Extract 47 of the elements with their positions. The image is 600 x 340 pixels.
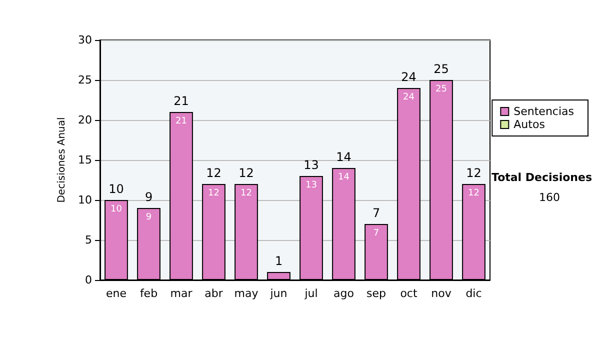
y-tick-label: 30 [78,34,92,46]
total-label: 12 [466,166,482,180]
total-label: 14 [336,150,352,164]
data-label: 25 [436,84,447,94]
x-tick-label: abr [204,287,224,300]
total-label: 1 [274,254,283,268]
data-label: 14 [338,172,350,182]
total-label: 10 [108,182,124,196]
data-label: 7 [373,228,380,238]
x-tick-label: ago [334,287,354,300]
text: 160 [539,191,560,204]
total-label: 13 [304,158,319,172]
total-label: 21 [174,94,189,108]
x-tick-label: may [234,287,259,300]
data-label: 24 [403,92,415,102]
x-tick-label: jun [269,287,288,300]
y-tick-label: 20 [78,114,92,126]
total-label: 12 [238,166,254,180]
total-label: 25 [434,62,449,76]
x-tick-label: feb [140,287,158,300]
data-label: 12 [208,188,220,198]
y-tick-label: 0 [85,274,92,286]
text: Total Decisiones [492,171,592,184]
total-label: 12 [206,166,222,180]
x-tick-label: nov [431,287,452,300]
y-tick-label: 25 [78,74,92,86]
legend-label: Autos [514,118,546,131]
y-axis-title: Decisiones Anual [56,117,68,203]
x-tick-label: oct [400,287,418,300]
data-label: 9 [146,212,152,222]
legend-label: Sentencias [514,105,574,118]
data-label: 13 [306,180,317,190]
x-tick-label: mar [170,287,193,300]
data-label: 12 [240,188,252,198]
y-tick-label: 10 [78,194,92,206]
data-label: 12 [468,188,480,198]
data-label: 21 [176,116,187,126]
data-label: 10 [110,204,122,214]
y-tick-label: 15 [78,154,92,166]
x-tick-label: sep [366,287,386,300]
x-tick-label: jul [304,287,318,300]
total-label: 7 [372,206,380,220]
x-tick-label: dic [466,287,482,300]
y-tick-label: 5 [85,234,92,246]
total-label: 24 [401,70,416,84]
x-tick-label: ene [106,287,127,300]
total-label: 9 [144,190,153,204]
